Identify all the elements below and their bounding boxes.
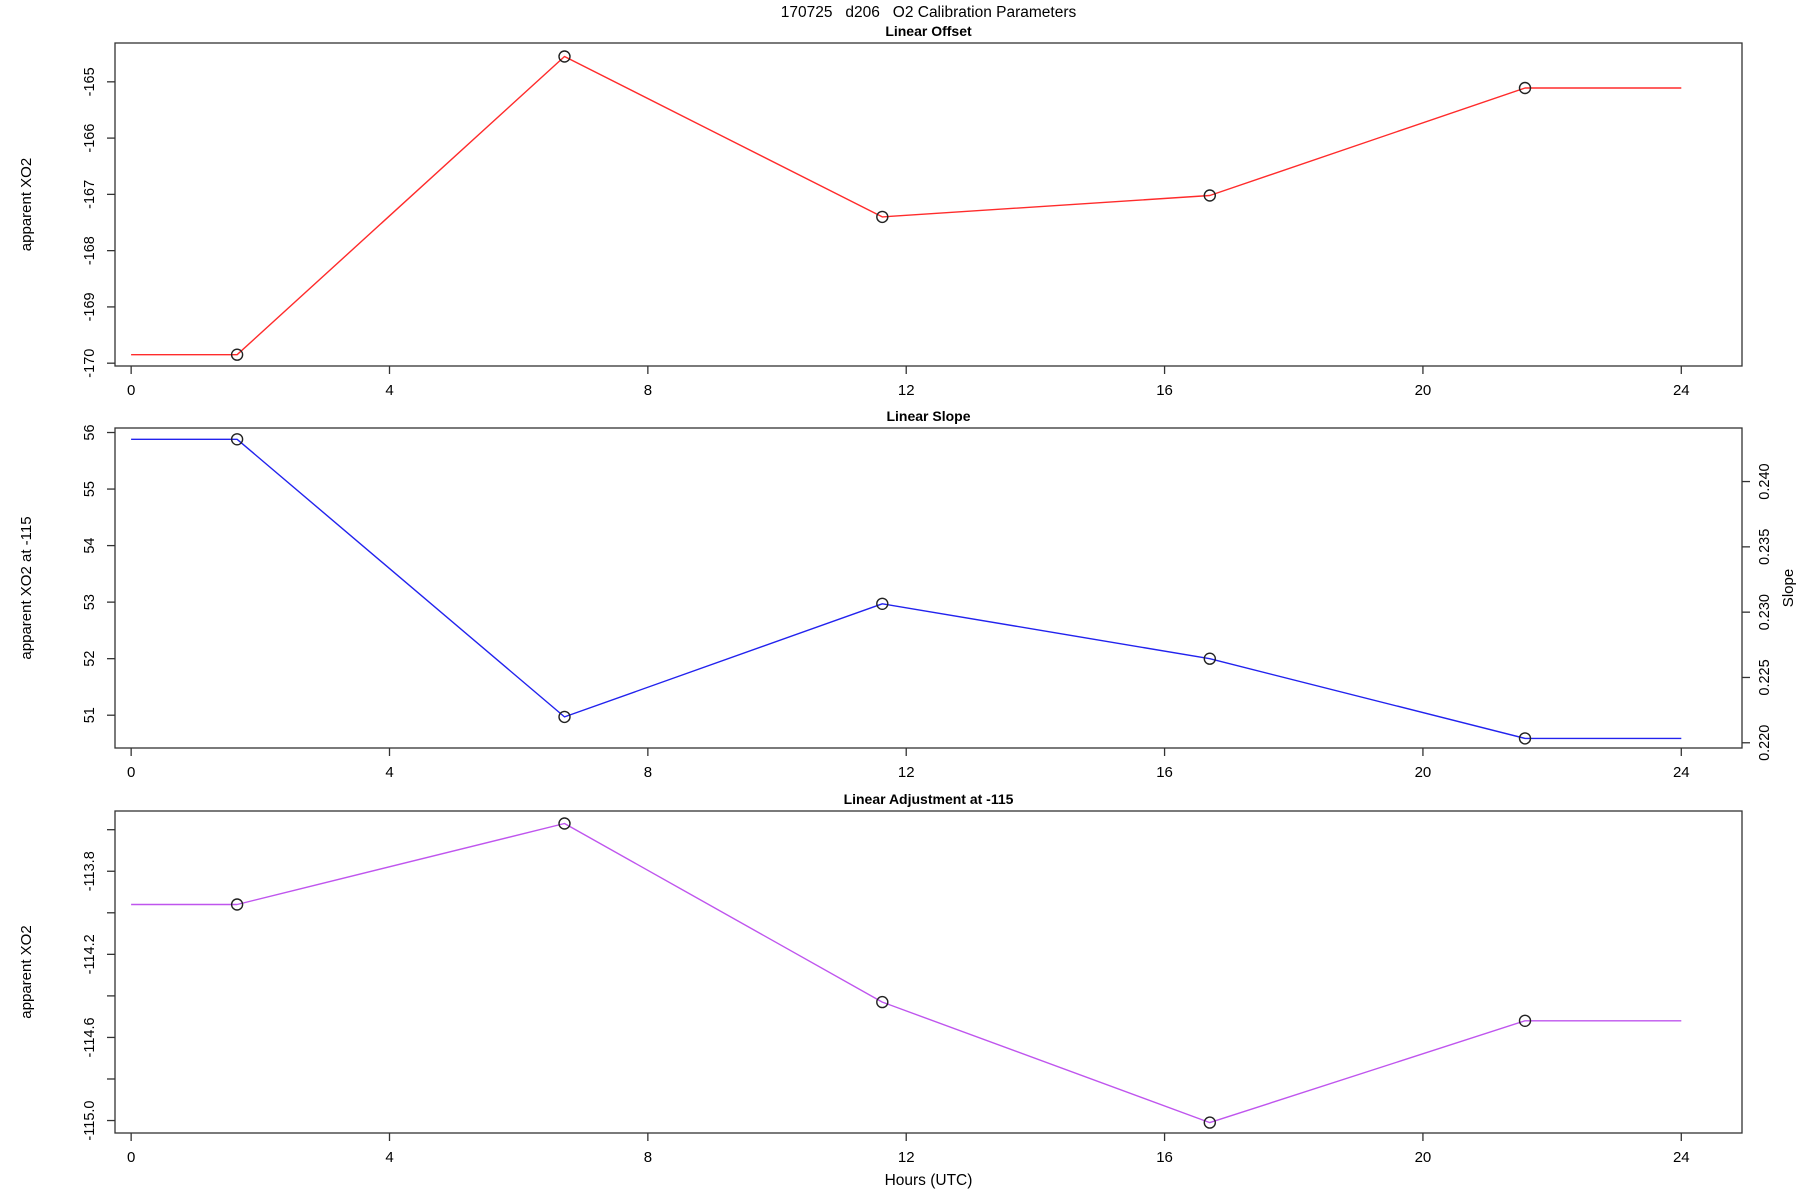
- y-tick-label: -170: [82, 349, 98, 378]
- panel-title: Linear Offset: [885, 23, 972, 39]
- data-point-marker: [1203, 652, 1217, 665]
- y-tick-label: -167: [82, 180, 98, 209]
- data-point-marker: [558, 50, 571, 63]
- data-point-marker: [876, 995, 889, 1009]
- x-tick-label: 16: [1156, 764, 1173, 781]
- data-point-marker: [1518, 732, 1532, 745]
- x-tick-label: 16: [1156, 1149, 1173, 1166]
- right-tick-label: 0.235: [1757, 529, 1773, 565]
- y-tick-label: -114.2: [82, 934, 98, 974]
- x-tick-label: 20: [1415, 1149, 1432, 1166]
- data-point-marker: [230, 898, 244, 911]
- y-tick-label: -113.8: [82, 851, 98, 891]
- x-tick-label: 16: [1156, 382, 1173, 399]
- y-tick-label: 53: [82, 594, 98, 610]
- y-tick-label: -114.6: [82, 1017, 98, 1057]
- panel-border: [114, 810, 1743, 1134]
- data-point-marker: [230, 433, 244, 446]
- x-tick-label: 12: [898, 382, 915, 399]
- data-point-marker: [876, 210, 889, 224]
- x-tick-label: 8: [644, 1149, 652, 1166]
- right-tick-label: 0.225: [1757, 659, 1773, 695]
- x-tick-label: 12: [898, 1149, 915, 1166]
- data-point-marker: [558, 710, 571, 724]
- y-tick-label: 56: [82, 424, 98, 440]
- panel-border: [114, 42, 1743, 367]
- y-axis-label: apparent XO2: [18, 158, 35, 251]
- data-point-marker: [1518, 81, 1532, 95]
- y-tick-label: -166: [82, 124, 98, 153]
- panel-title: Linear Adjustment at -115: [844, 791, 1014, 807]
- panel-border: [114, 427, 1743, 749]
- y-tick-label: 55: [82, 481, 98, 497]
- series-line: [131, 438, 1682, 740]
- y-axis-label: apparent XO2: [18, 925, 35, 1018]
- panel-linear-slope: Linear Slope 0 4 8 12 16 20 24 56 55 54 53 52 51 appar…: [18, 408, 1797, 781]
- panel-linear-adjustment-at-115: Linear Adjustment at -115 0 4 8 12 16 20 24 -113…: [18, 791, 1743, 1166]
- x-tick-label: 4: [385, 764, 393, 781]
- data-point-marker: [1203, 189, 1217, 202]
- y-tick-label: -115.0: [82, 1101, 98, 1141]
- data-point-marker: [876, 597, 889, 610]
- x-tick-label: 8: [644, 382, 652, 399]
- x-tick-label: 24: [1673, 1149, 1690, 1166]
- x-tick-label: 4: [385, 1149, 393, 1166]
- panel-linear-offset: Linear Offset 0 4 8 12 16 20 24 -165 -166 -167 -168…: [18, 23, 1743, 399]
- series-line: [131, 822, 1682, 1124]
- x-tick-label: 24: [1673, 764, 1690, 781]
- main-title: 170725 d206 O2 Calibration Parameters: [780, 4, 1077, 21]
- x-tick-label: 20: [1415, 382, 1432, 399]
- x-tick-label: 20: [1415, 764, 1432, 781]
- y-tick-label: -165: [82, 67, 98, 96]
- data-point-marker: [1518, 1014, 1532, 1027]
- x-tick-label: 4: [385, 382, 393, 399]
- x-tick-label: 24: [1673, 382, 1690, 399]
- data-point-marker: [230, 348, 244, 361]
- right-tick-label: 0.220: [1757, 725, 1773, 761]
- y-tick-label: -168: [82, 236, 98, 265]
- data-point-marker: [558, 817, 571, 830]
- series-line: [131, 55, 1682, 356]
- x-tick-label: 0: [127, 764, 135, 781]
- x-tick-label: 0: [127, 1149, 135, 1166]
- y-tick-label: 52: [82, 651, 98, 667]
- data-point-marker: [1203, 1116, 1217, 1129]
- y-tick-label: 51: [82, 707, 98, 723]
- x-axis-title: Hours (UTC): [884, 1172, 973, 1189]
- right-tick-label: 0.230: [1757, 594, 1773, 630]
- panel-title: Linear Slope: [886, 408, 970, 424]
- right-axis-label: Slope: [1780, 569, 1797, 607]
- y-axis-label: apparent XO2 at -115: [18, 516, 35, 659]
- x-tick-label: 0: [127, 382, 135, 399]
- y-tick-label: 54: [82, 538, 98, 554]
- x-tick-label: 12: [898, 764, 915, 781]
- y-tick-label: -169: [82, 292, 98, 321]
- x-tick-label: 8: [644, 764, 652, 781]
- right-tick-label: 0.240: [1757, 463, 1773, 499]
